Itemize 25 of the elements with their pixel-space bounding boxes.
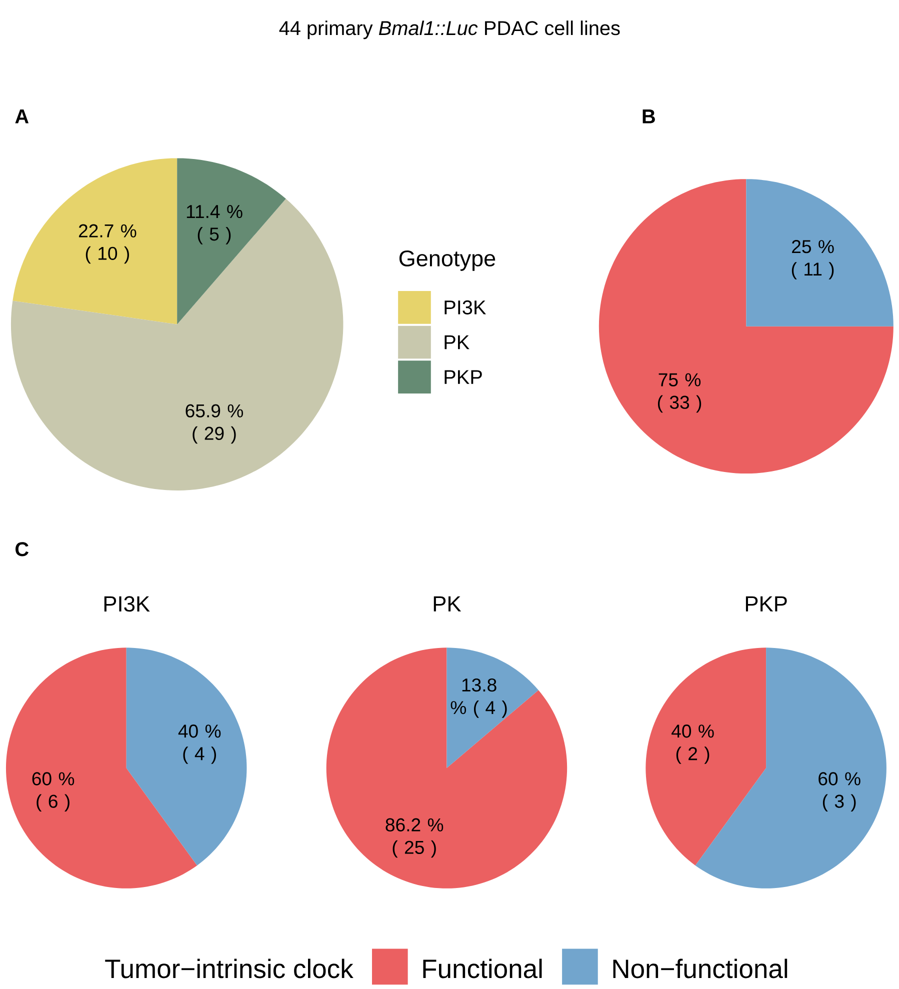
data-label: 75 % ( 33 ) bbox=[658, 373, 701, 413]
data-label: 40 % ( 4 ) bbox=[178, 724, 220, 764]
data-label: 60 % ( 3 ) bbox=[818, 772, 860, 812]
chart-title: 44 primary Bmal1::Luc PDAC cell lines bbox=[279, 20, 620, 40]
data-label: 22.7 % ( 10 ) bbox=[78, 224, 136, 264]
legend-title: Genotype bbox=[399, 250, 495, 271]
chart-title: PK bbox=[434, 596, 461, 612]
legend-title: Tumor−intrinsic clock bbox=[104, 958, 354, 978]
legend-label: PK bbox=[444, 335, 470, 350]
legend-label: Functional bbox=[423, 958, 542, 978]
legend-label: PKP bbox=[444, 370, 482, 384]
legend-label: Non−functional bbox=[613, 958, 787, 978]
text: B bbox=[642, 110, 655, 124]
data-label: 11.4 % ( 5 ) bbox=[186, 205, 242, 244]
data-label: 40 % ( 2 ) bbox=[671, 724, 714, 764]
data-label: 13.8 % ( 4 ) bbox=[450, 678, 507, 718]
data-label: 86.2 % ( 25 ) bbox=[386, 818, 443, 858]
chart-title: PI3K bbox=[104, 596, 150, 612]
chart-title: PKP bbox=[746, 596, 787, 612]
data-label: 60 % ( 6 ) bbox=[32, 772, 74, 812]
data-label: 25 % ( 11 ) bbox=[792, 240, 834, 280]
legend-label: PI3K bbox=[444, 300, 486, 314]
text: A bbox=[15, 110, 28, 124]
data-label: 65.9 % ( 29 ) bbox=[186, 404, 243, 444]
text: C bbox=[15, 542, 28, 556]
